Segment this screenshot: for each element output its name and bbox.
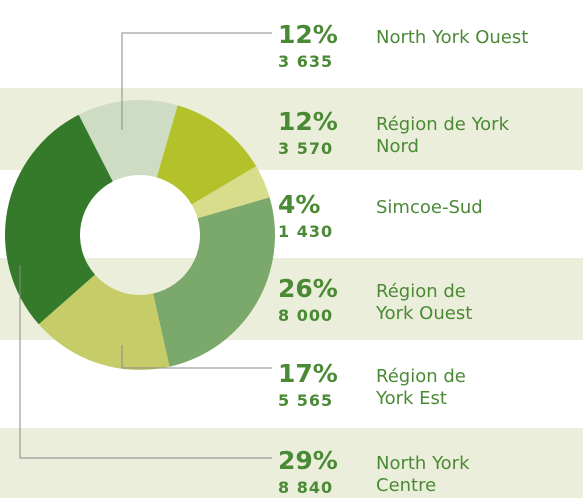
category-label: North York <box>376 453 470 474</box>
category-label: York Ouest <box>375 303 472 324</box>
band <box>0 428 583 498</box>
donut-segment <box>4 114 113 325</box>
category-label: Simcoe-Sud <box>376 197 483 218</box>
count-label: 1 430 <box>278 222 333 241</box>
donut-segment <box>156 105 257 205</box>
category-label: Région de <box>376 281 466 302</box>
donut-segment <box>191 166 270 219</box>
donut-segment <box>38 274 170 370</box>
percent-label: 12% <box>278 20 338 49</box>
percent-label: 29% <box>278 446 338 475</box>
percent-label: 4% <box>278 190 320 219</box>
percent-label: 17% <box>278 359 338 388</box>
percent-label: 12% <box>278 107 338 136</box>
leaders <box>19 32 272 459</box>
count-label: 3 635 <box>278 52 333 71</box>
donut-segment <box>153 197 275 367</box>
category-label: York Est <box>375 388 447 409</box>
count-label: 5 565 <box>278 391 333 410</box>
category-label: Région de <box>376 366 466 387</box>
leader-line <box>121 32 272 130</box>
category-label: Centre <box>376 475 436 496</box>
leader-line <box>121 345 272 369</box>
count-label: 8 840 <box>278 478 333 497</box>
percent-label: 26% <box>278 274 338 303</box>
category-label: North York Ouest <box>376 27 528 48</box>
count-label: 8 000 <box>278 306 333 325</box>
labels: 12% 3 635 North York Ouest 12% 3 570 Région d… <box>278 20 528 497</box>
leader-line <box>19 265 272 459</box>
donut-segment <box>78 99 178 182</box>
category-label: Nord <box>376 136 419 157</box>
category-label: Région de York <box>376 114 510 135</box>
count-label: 3 570 <box>278 139 333 158</box>
donut <box>4 99 275 370</box>
